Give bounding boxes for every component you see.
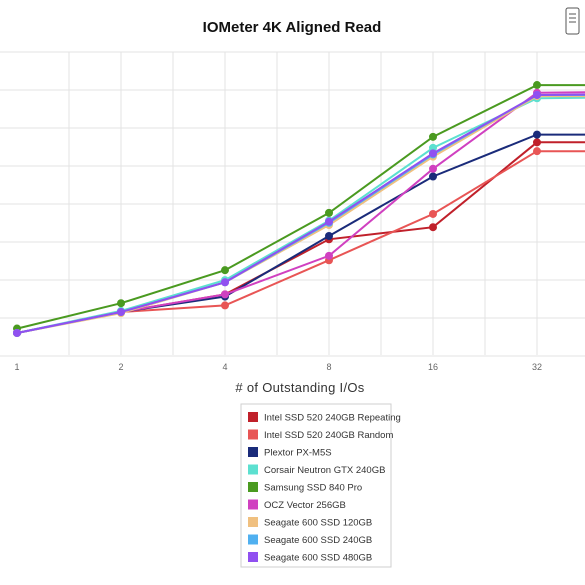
legend-item: Seagate 600 SSD 240GB: [248, 534, 372, 546]
legend-swatch: [248, 517, 258, 527]
data-point: [533, 130, 541, 139]
data-point: [325, 208, 333, 217]
series-line: [16, 95, 585, 334]
data-point: [429, 223, 437, 232]
data-point: [429, 143, 437, 152]
legend-label: Plextor PX-M5S: [264, 448, 332, 459]
data-point: [429, 149, 437, 158]
data-point: [13, 328, 21, 337]
chart-title: IOMeter 4K Aligned Read: [203, 19, 382, 36]
x-tick-label: 16: [428, 362, 438, 372]
legend-label: Intel SSD 520 240GB Repeating: [264, 413, 401, 424]
legend-item: Intel SSD 520 240GB Random: [248, 429, 393, 441]
x-tick-label: 4: [222, 362, 227, 372]
legend-swatch: [248, 464, 258, 475]
series-line: [16, 94, 585, 334]
legend-item: Intel SSD 520 240GB Repeating: [248, 412, 401, 424]
x-tick-label: 32: [532, 362, 542, 372]
data-point: [429, 164, 437, 173]
series-corsair-neutron-gtx-240gb: [13, 94, 585, 337]
legend-swatch: [248, 499, 258, 510]
x-tick-labels: 1 2 4 8 16 32: [14, 362, 542, 372]
series-line: [16, 93, 585, 334]
data-point: [117, 299, 125, 308]
series-line: [16, 96, 585, 334]
legend-box: [240, 403, 392, 568]
data-point: [221, 301, 229, 310]
data-point: [533, 138, 541, 147]
legend-swatch: [248, 447, 258, 457]
legend-swatch: [248, 552, 258, 562]
series-lines: [13, 81, 585, 337]
legend-swatch: [248, 429, 258, 440]
legend-item: Seagate 600 SSD 120GB: [248, 517, 372, 529]
legend-swatch: [248, 412, 258, 422]
data-point: [533, 81, 541, 90]
x-tick-label: 2: [118, 362, 123, 372]
data-point: [325, 251, 333, 260]
legend-swatch: [248, 534, 258, 545]
series-plextor-px-m5s: [13, 130, 585, 337]
legend-label: Seagate 600 SSD 120GB: [264, 518, 372, 529]
data-point: [429, 172, 437, 181]
legend: Intel SSD 520 240GB Repeating Intel SSD 5…: [240, 403, 401, 568]
series-seagate-600-ssd-480gb: [13, 90, 585, 337]
data-point: [221, 278, 229, 287]
x-tick-label: 1: [14, 362, 19, 372]
legend-swatch: [248, 482, 258, 492]
legend-label: Corsair Neutron GTX 240GB: [264, 465, 385, 476]
legend-item: Seagate 600 SSD 480GB: [248, 552, 372, 564]
legend-item: OCZ Vector 256GB: [248, 499, 346, 511]
legend-label: Intel SSD 520 240GB Random: [264, 430, 393, 441]
x-axis-label: # of Outstanding I/Os: [235, 380, 364, 395]
legend-label: Seagate 600 SSD 240GB: [264, 535, 372, 546]
series-seagate-600-ssd-120gb: [13, 92, 585, 337]
data-point: [221, 290, 229, 299]
legend-label: Seagate 600 SSD 480GB: [264, 553, 372, 564]
data-point: [117, 308, 125, 317]
data-point: [325, 232, 333, 241]
legend-label: OCZ Vector 256GB: [264, 500, 346, 511]
x-tick-label: 8: [326, 362, 331, 372]
data-point: [429, 132, 437, 141]
data-point: [221, 266, 229, 275]
series-ocz-vector-256gb: [13, 88, 585, 337]
legend-item: Samsung SSD 840 Pro: [248, 482, 362, 494]
series-line: [16, 84, 585, 330]
series-line: [16, 133, 585, 334]
legend-item: Plextor PX-M5S: [248, 447, 332, 459]
data-point: [429, 209, 437, 218]
data-point: [533, 147, 541, 156]
legend-item: Corsair Neutron GTX 240GB: [248, 464, 385, 476]
data-point: [533, 90, 541, 99]
corner-icon: [565, 7, 580, 35]
legend-label: Samsung SSD 840 Pro: [264, 483, 362, 494]
data-point: [325, 217, 333, 226]
